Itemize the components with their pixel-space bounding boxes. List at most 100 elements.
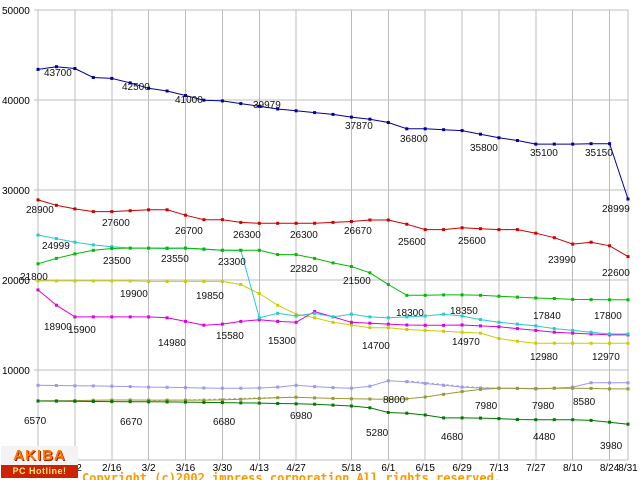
data-point-red (36, 198, 40, 202)
data-point-cyan (479, 318, 482, 322)
data-point-green (54, 256, 58, 260)
data-point-lavender (608, 381, 612, 385)
data-point-red (368, 218, 372, 222)
data-point-navy (184, 94, 187, 97)
data-point-magenta (36, 288, 40, 292)
data-label: 8800 (383, 395, 406, 406)
data-point-dark-green (91, 400, 95, 403)
data-point-green (257, 248, 261, 252)
data-point-navy (220, 99, 224, 103)
data-point-dark-green (349, 404, 353, 408)
data-point-olive (515, 386, 519, 390)
data-point-green (202, 247, 206, 251)
data-point-navy (386, 121, 390, 124)
data-point-cyan (368, 315, 372, 319)
data-point-lavender (202, 386, 206, 390)
data-point-lavender (294, 383, 298, 387)
data-point-lavender (147, 385, 151, 389)
data-point-olive (276, 396, 280, 400)
data-point-navy (73, 67, 77, 70)
data-point-olive (442, 392, 446, 396)
data-point-red (147, 208, 151, 212)
data-point-lavender (423, 382, 427, 385)
data-label: 35800 (470, 143, 498, 154)
data-point-dark-green (257, 401, 261, 405)
data-point-cyan (534, 324, 538, 328)
data-point-lavender (331, 386, 335, 390)
data-point-cyan (552, 327, 556, 331)
data-label: 6670 (120, 417, 143, 428)
data-label: 27600 (102, 218, 130, 229)
data-point-red (91, 210, 95, 214)
data-point-dark-green (294, 402, 298, 406)
data-point-olive (165, 398, 169, 402)
data-label: 15580 (216, 331, 244, 342)
data-label: 14980 (158, 338, 186, 349)
data-point-green (386, 283, 390, 286)
data-label: 25600 (398, 237, 426, 248)
data-point-olive (349, 397, 353, 401)
x-axis-label: 6/29 (452, 463, 472, 474)
data-label: 17800 (594, 311, 622, 322)
data-point-navy (534, 142, 538, 146)
data-point-red (313, 221, 317, 225)
data-point-cyan (386, 316, 390, 320)
data-point-yellow (497, 337, 501, 340)
data-point-magenta (405, 323, 409, 327)
data-point-olive (110, 398, 114, 402)
data-point-lavender (368, 384, 372, 388)
data-point-yellow (73, 279, 77, 283)
data-label: 23300 (218, 257, 246, 268)
data-point-magenta (497, 325, 501, 329)
data-point-red (589, 240, 593, 244)
data-point-dark-green (497, 417, 501, 421)
data-label: 8580 (573, 397, 596, 408)
data-point-yellow (110, 279, 114, 283)
data-point-dark-green (313, 402, 317, 406)
data-point-dark-green (552, 418, 556, 422)
data-label: 23550 (161, 254, 189, 265)
y-axis-label: 10000 (2, 366, 30, 377)
data-point-lavender (165, 385, 169, 389)
data-point-magenta (276, 319, 280, 323)
data-point-cyan (91, 243, 95, 247)
data-label: 28999 (602, 204, 630, 215)
data-point-navy (276, 107, 280, 111)
data-point-navy (294, 109, 298, 113)
data-point-olive (534, 387, 538, 391)
data-label: 18900 (44, 322, 72, 333)
data-point-cyan (54, 237, 58, 241)
data-point-magenta (147, 315, 151, 319)
data-point-red (239, 220, 243, 224)
data-point-navy (331, 112, 335, 116)
data-point-cyan (257, 316, 261, 320)
data-point-green (147, 246, 151, 250)
data-point-lavender (239, 386, 243, 390)
data-label: 35100 (530, 148, 558, 159)
x-axis-label: 3/2 (142, 463, 156, 474)
data-point-lavender (276, 385, 280, 389)
data-point-red (608, 244, 612, 248)
data-point-yellow (386, 326, 390, 330)
y-axis-label: 40000 (2, 96, 30, 107)
data-point-red (479, 227, 482, 231)
data-point-yellow (165, 279, 169, 283)
data-label: 23990 (548, 255, 576, 266)
data-point-dark-green (626, 422, 630, 426)
data-point-navy (405, 127, 409, 131)
data-point-magenta (110, 315, 114, 319)
data-point-magenta (202, 323, 206, 327)
data-point-navy (571, 142, 575, 146)
data-point-yellow (552, 341, 556, 345)
data-point-olive (294, 395, 298, 399)
data-point-cyan (460, 314, 464, 318)
data-point-green (128, 246, 132, 250)
data-point-dark-green (184, 400, 187, 404)
data-point-navy (423, 127, 427, 131)
data-point-green (534, 296, 538, 300)
data-point-red (405, 222, 409, 226)
data-point-navy (257, 104, 261, 108)
data-label: 4480 (533, 432, 556, 443)
data-point-red (294, 221, 298, 225)
